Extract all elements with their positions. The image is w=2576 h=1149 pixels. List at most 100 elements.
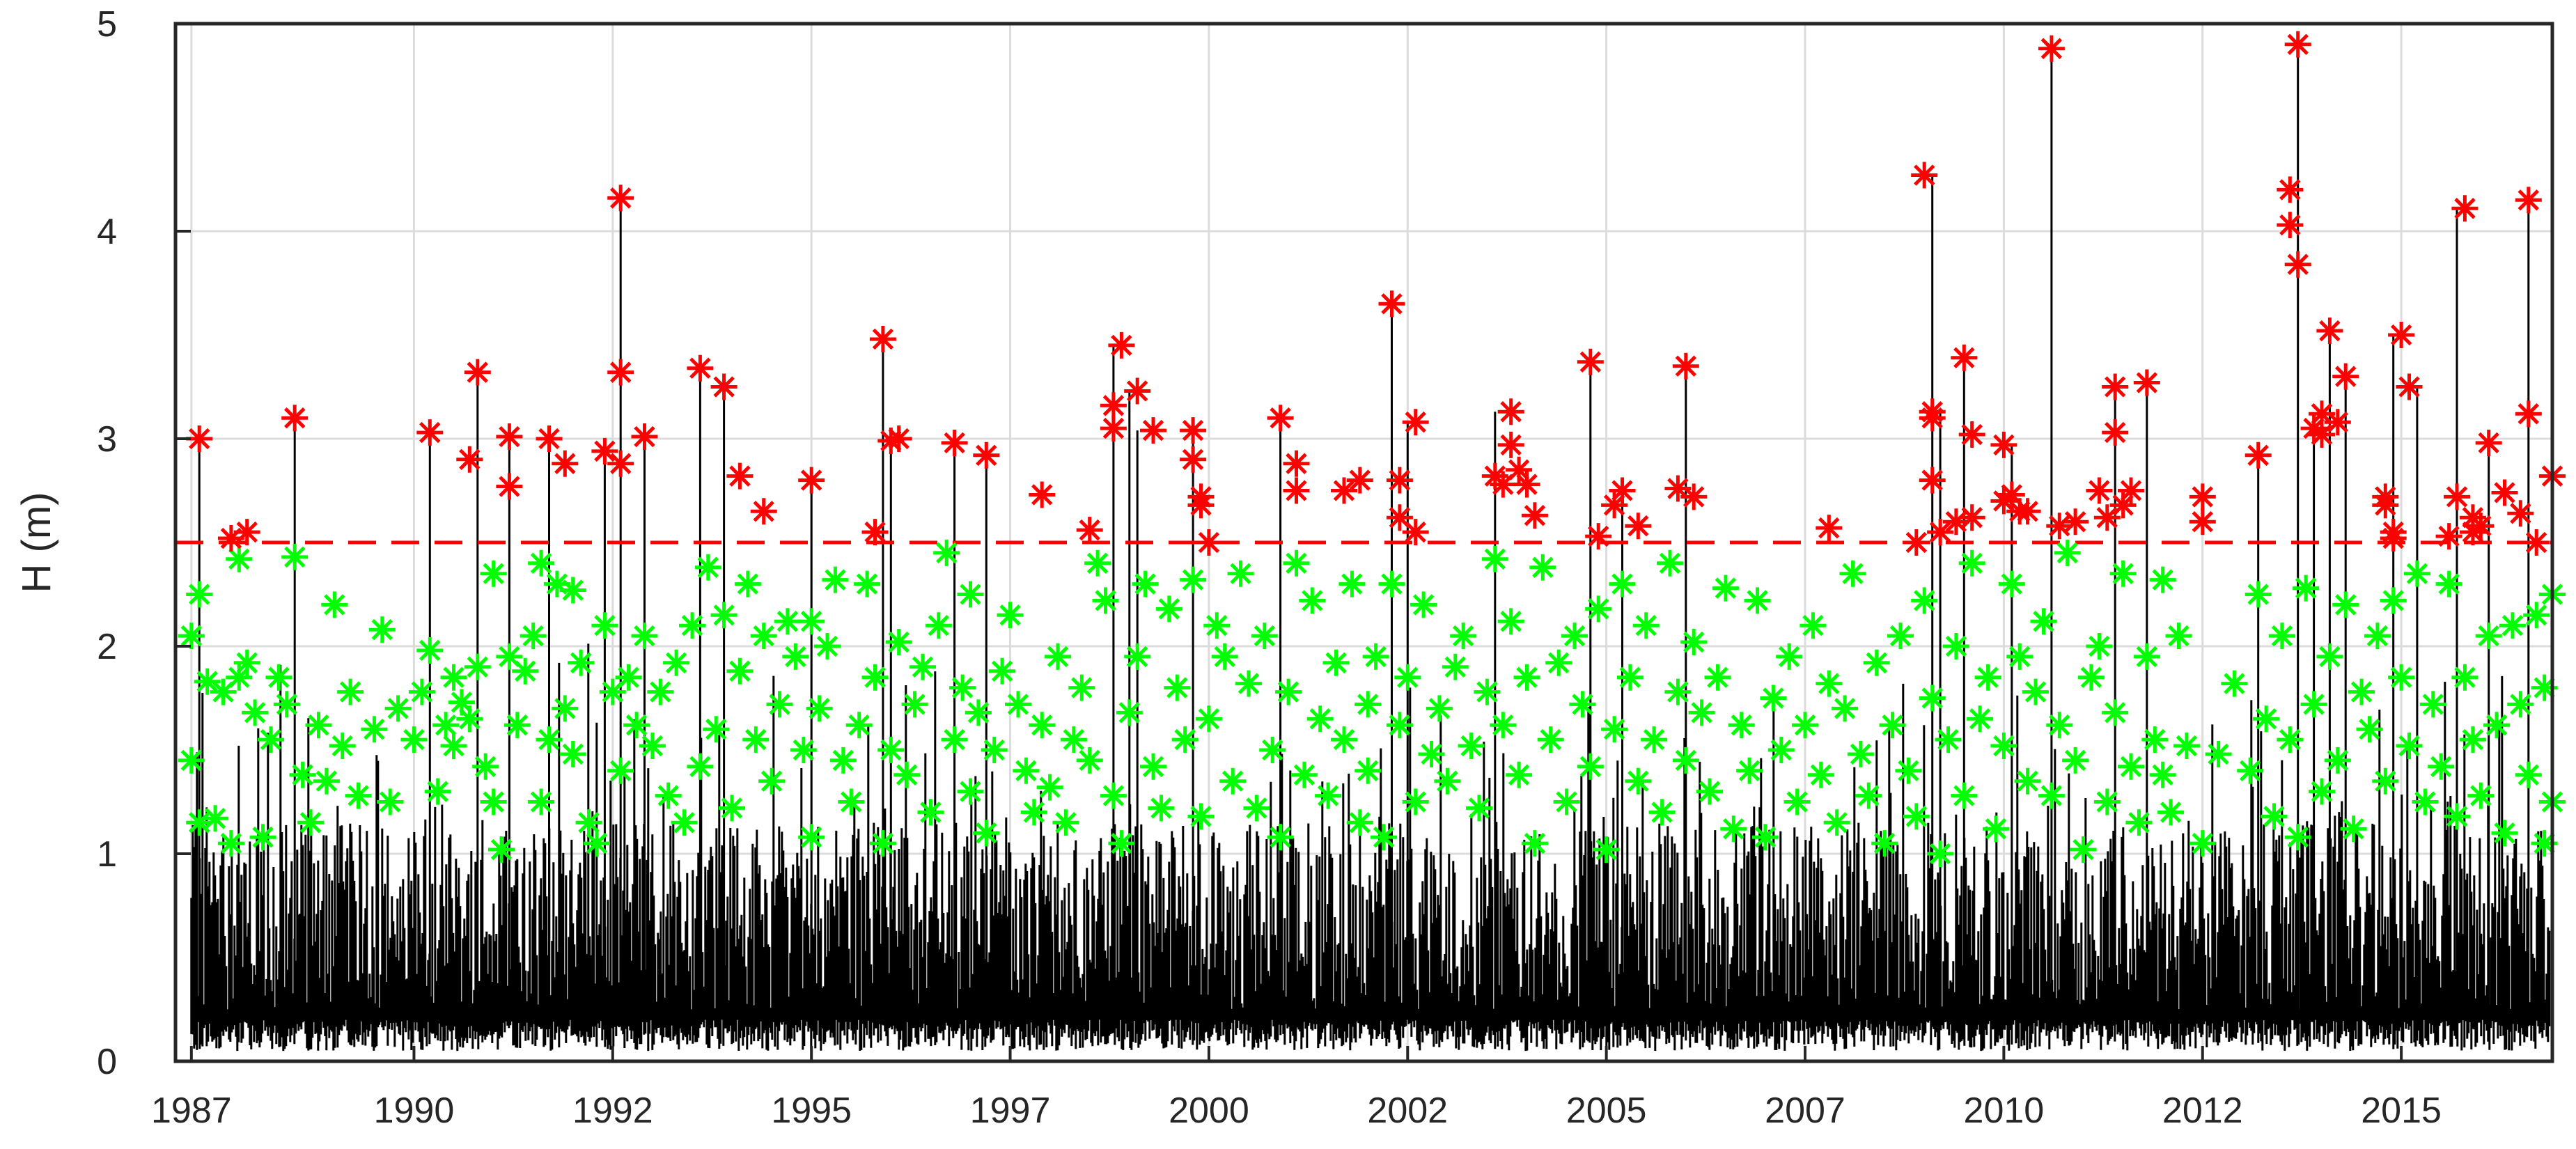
below-threshold-marker <box>559 741 586 767</box>
below-threshold-marker <box>1648 799 1676 826</box>
below-threshold-marker <box>1490 712 1517 739</box>
below-threshold-marker <box>1839 560 1866 587</box>
above-threshold-marker <box>1958 421 1985 448</box>
above-threshold-marker <box>2038 35 2065 62</box>
below-threshold-marker <box>2475 623 2502 650</box>
below-threshold-marker <box>1426 695 1453 722</box>
below-threshold-marker <box>1616 664 1644 691</box>
below-threshold-marker <box>1203 612 1231 639</box>
below-threshold-marker <box>1983 815 2009 843</box>
below-threshold-marker <box>1338 570 1366 597</box>
above-threshold-marker <box>1998 481 2025 508</box>
x-tick-label: 2015 <box>2361 1091 2442 1131</box>
below-threshold-marker <box>2396 733 2423 759</box>
above-threshold-marker <box>2277 176 2304 203</box>
above-threshold-marker <box>233 519 260 546</box>
below-threshold-marker <box>2412 788 2439 815</box>
below-threshold-marker <box>782 643 809 670</box>
below-threshold-marker <box>1322 649 1350 676</box>
above-threshold-marker <box>1490 471 1517 498</box>
below-threshold-marker <box>2245 581 2272 608</box>
below-threshold-marker <box>1696 778 1723 805</box>
above-threshold-marker <box>1402 519 1429 546</box>
below-threshold-marker <box>2356 716 2383 743</box>
above-threshold-marker <box>869 326 896 352</box>
below-threshold-marker <box>2491 820 2518 847</box>
below-threshold-marker <box>1951 782 1978 809</box>
above-threshold-markers <box>186 31 2566 556</box>
below-threshold-marker <box>941 726 968 753</box>
above-threshold-marker <box>1386 467 1413 494</box>
below-threshold-marker <box>2173 733 2200 759</box>
below-threshold-marker <box>949 674 976 701</box>
below-threshold-marker <box>2157 799 2185 826</box>
below-threshold-marker <box>1442 653 1469 680</box>
above-threshold-marker <box>1958 504 1985 531</box>
x-tick-label: 1992 <box>572 1091 653 1131</box>
below-threshold-marker <box>1736 757 1763 784</box>
below-threshold-marker <box>2022 678 2049 705</box>
above-threshold-marker <box>2332 363 2359 390</box>
y-axis-ticks: 0 1 2 3 4 5 <box>97 4 191 1082</box>
below-threshold-marker <box>1561 623 1588 650</box>
below-threshold-marker <box>1569 691 1596 718</box>
above-threshold-marker <box>607 450 634 477</box>
below-threshold-marker <box>1474 678 1501 705</box>
x-tick-label: 1997 <box>970 1091 1051 1131</box>
below-threshold-marker <box>1672 747 1699 774</box>
below-threshold-marker <box>186 581 213 608</box>
below-threshold-marker <box>226 664 253 691</box>
above-threshold-marker <box>1951 344 1978 371</box>
below-threshold-marker <box>1013 757 1040 784</box>
below-threshold-marker <box>1331 726 1357 753</box>
below-threshold-marker <box>273 691 300 718</box>
above-threshold-marker <box>1283 450 1310 477</box>
below-threshold-marker <box>1211 643 1238 670</box>
below-threshold-marker <box>1100 782 1127 809</box>
below-threshold-marker <box>607 757 634 784</box>
above-threshold-marker <box>1513 471 1540 498</box>
below-threshold-marker <box>1036 774 1063 801</box>
below-threshold-marker <box>2348 678 2375 705</box>
below-threshold-marker <box>1585 595 1612 623</box>
above-threshold-marker <box>1267 405 1294 432</box>
below-threshold-marker <box>584 830 610 857</box>
above-threshold-marker <box>1911 162 1938 189</box>
above-threshold-marker <box>536 425 563 452</box>
above-threshold-marker <box>1076 517 1103 544</box>
below-threshold-marker <box>599 678 626 705</box>
below-threshold-marker <box>1919 685 1946 712</box>
below-threshold-marker <box>1577 753 1604 780</box>
above-threshold-marker <box>1919 467 1946 494</box>
y-tick-label: 3 <box>97 419 117 460</box>
below-threshold-marker <box>202 805 229 832</box>
below-threshold-marker <box>798 608 825 635</box>
below-threshold-marker <box>2268 623 2295 650</box>
above-threshold-marker <box>2093 504 2121 531</box>
below-threshold-markers <box>178 539 2566 867</box>
above-threshold-marker <box>1919 405 1946 432</box>
below-threshold-marker <box>2165 623 2192 650</box>
above-threshold-marker <box>2189 508 2216 536</box>
below-threshold-marker <box>1371 824 1397 851</box>
below-threshold-marker <box>989 657 1016 685</box>
below-threshold-marker <box>2141 726 2169 753</box>
below-threshold-marker <box>575 809 602 836</box>
below-threshold-marker <box>893 761 921 788</box>
above-threshold-marker <box>2316 318 2343 344</box>
below-threshold-marker <box>242 699 269 726</box>
below-threshold-marker <box>504 712 531 739</box>
below-threshold-marker <box>1362 643 1389 670</box>
y-tick-label: 2 <box>97 627 117 667</box>
x-axis-ticks: 1987 1990 1992 1995 1997 2000 2002 2005 2007 2010… <box>151 1046 2442 1131</box>
below-threshold-marker <box>1132 570 1159 597</box>
below-threshold-marker <box>448 689 475 716</box>
above-threshold-marker <box>1672 352 1699 380</box>
below-threshold-marker <box>305 712 332 739</box>
below-threshold-marker <box>1140 753 1166 780</box>
above-threshold-marker <box>2467 513 2495 540</box>
below-threshold-marker <box>1641 726 1668 753</box>
above-threshold-marker <box>1816 515 1843 542</box>
below-threshold-marker <box>965 699 992 726</box>
below-threshold-marker <box>679 612 705 639</box>
